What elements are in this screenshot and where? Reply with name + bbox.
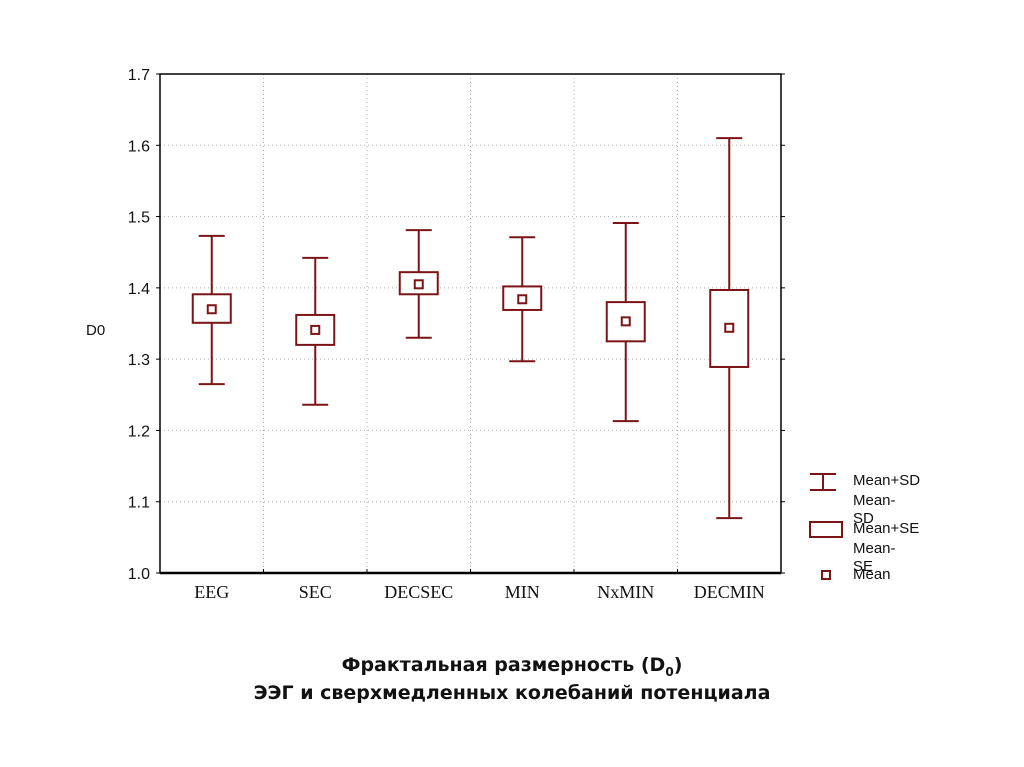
y-tick-label: 1.2	[128, 423, 150, 440]
x-tick-label: NxMIN	[597, 582, 654, 602]
y-tick-label: 1.5	[128, 210, 150, 227]
chart-subtitle: ЭЭГ и сверхмедленных колебаний потенциал…	[253, 682, 771, 704]
y-axis-label: D0	[86, 322, 106, 339]
legend-label-mean: Mean	[853, 566, 891, 583]
y-tick-label: 1.7	[128, 67, 150, 84]
box-icon	[809, 521, 843, 538]
mean-marker	[620, 316, 631, 327]
se-box	[191, 293, 232, 324]
mean-marker	[310, 324, 321, 335]
legend-label-sd-plus: Mean+SD	[853, 472, 921, 489]
x-tick-label: DECMIN	[694, 582, 765, 602]
mean-marker	[517, 294, 528, 305]
x-tick-label: EEG	[194, 582, 229, 602]
mean-marker	[413, 279, 424, 290]
y-tick-label: 1.3	[128, 352, 150, 369]
mean-marker	[206, 304, 217, 315]
x-tick-label: SEC	[299, 582, 332, 602]
legend-label-se-plus: Mean+SE	[853, 520, 920, 537]
se-box	[295, 313, 336, 346]
whisker-icon	[810, 473, 836, 491]
mean-marker	[724, 322, 735, 333]
y-tick-label: 1.6	[128, 138, 150, 155]
legend-label-se-minus: Mean-SE	[853, 540, 896, 575]
x-tick-label: DECSEC	[384, 582, 453, 602]
y-tick-label: 1.0	[128, 566, 150, 583]
mean-marker-icon	[821, 570, 831, 580]
legend-label-sd-minus: Mean-SD	[853, 492, 896, 527]
x-tick-label: MIN	[505, 582, 540, 602]
y-tick-label: 1.1	[128, 495, 150, 512]
y-tick-label: 1.4	[128, 281, 150, 298]
chart-title: Фрактальная размерность (D0)	[341, 654, 683, 679]
